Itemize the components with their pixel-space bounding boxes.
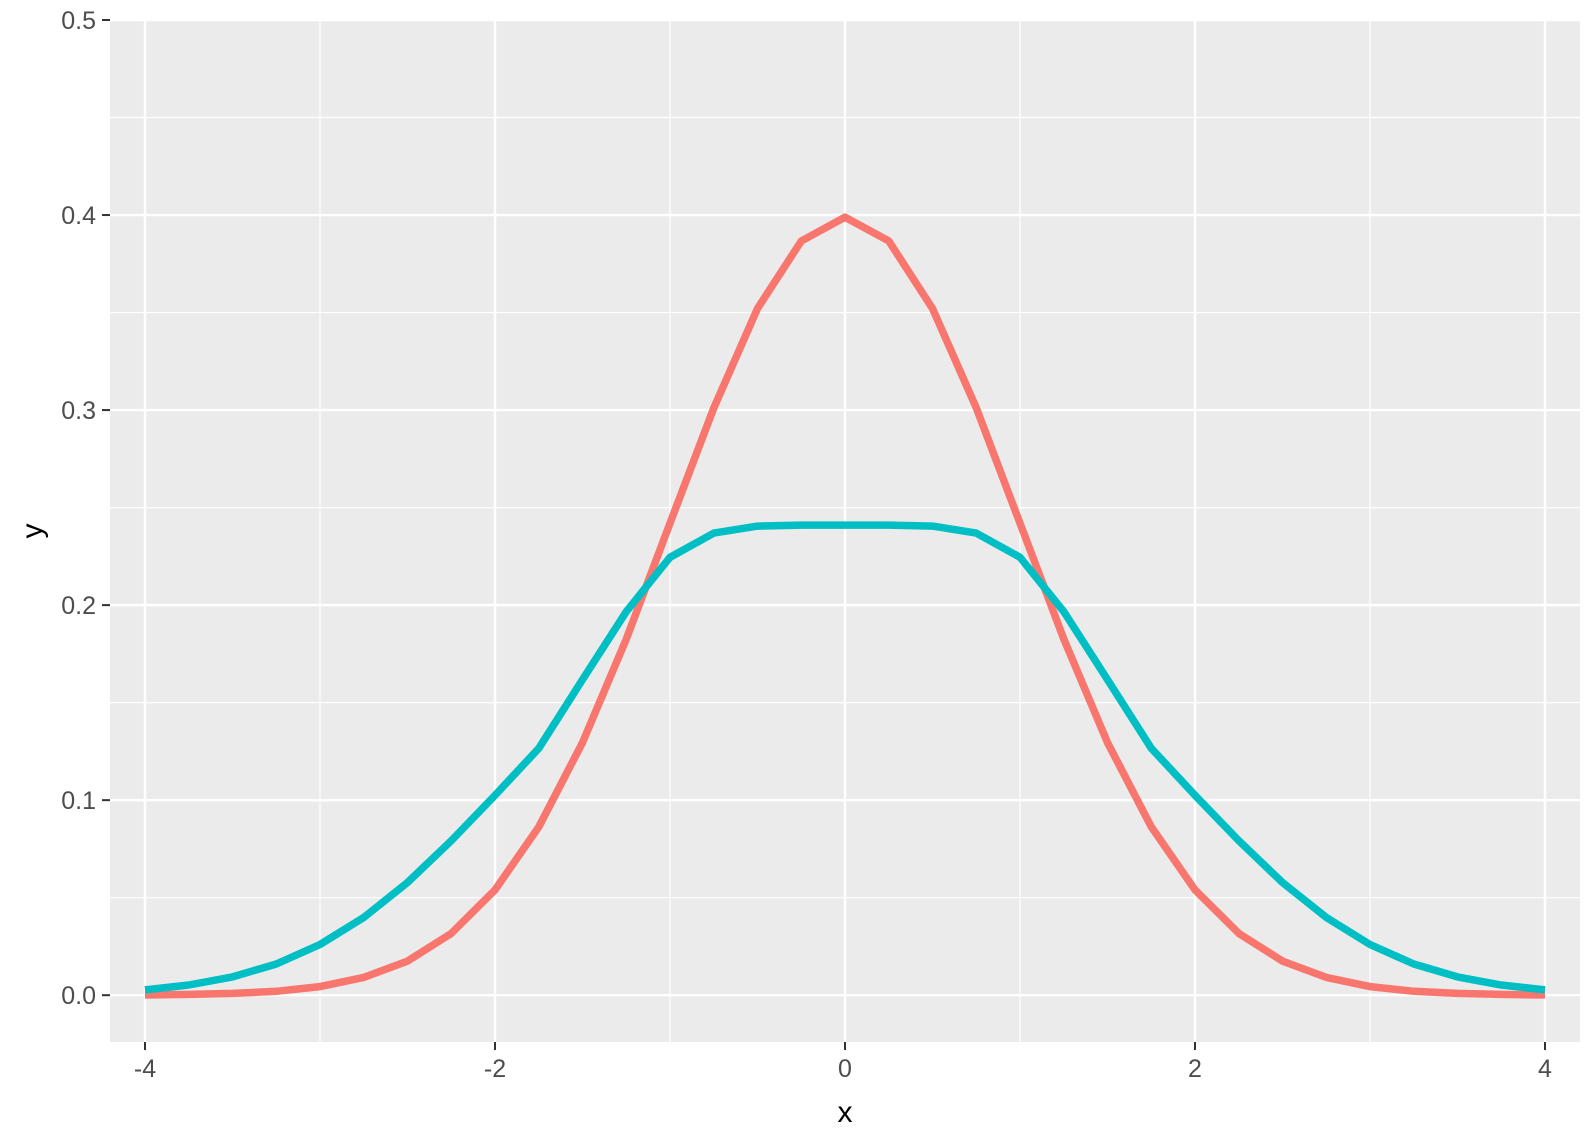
series-line-1 xyxy=(144,213,1546,999)
y-tick-label: 0.2 xyxy=(61,592,96,620)
y-tick-labels: 0.0 0.1 0.2 0.3 0.4 0.5 xyxy=(61,7,96,1010)
y-axis-title: y xyxy=(16,524,49,539)
y-tick-label: 0.3 xyxy=(61,397,96,425)
x-tick-label: 0 xyxy=(838,1055,852,1083)
y-tick-label: 0.0 xyxy=(61,982,96,1010)
y-tick-label: 0.4 xyxy=(61,202,96,230)
x-tick-label: -4 xyxy=(134,1055,156,1083)
major-gridlines xyxy=(110,18,1580,1042)
x-tick-label: 4 xyxy=(1538,1055,1552,1083)
x-tick-label: 2 xyxy=(1188,1055,1202,1083)
x-axis-title: x xyxy=(838,1096,853,1129)
x-tick-labels: -4 -2 0 2 4 xyxy=(134,1055,1552,1083)
tick-marks xyxy=(102,19,1546,1050)
series-layer xyxy=(144,213,1546,999)
series-line-2 xyxy=(144,521,1546,994)
y-tick-label: 0.5 xyxy=(61,7,96,35)
x-tick-label: -2 xyxy=(484,1055,506,1083)
y-tick-label: 0.1 xyxy=(61,787,96,815)
